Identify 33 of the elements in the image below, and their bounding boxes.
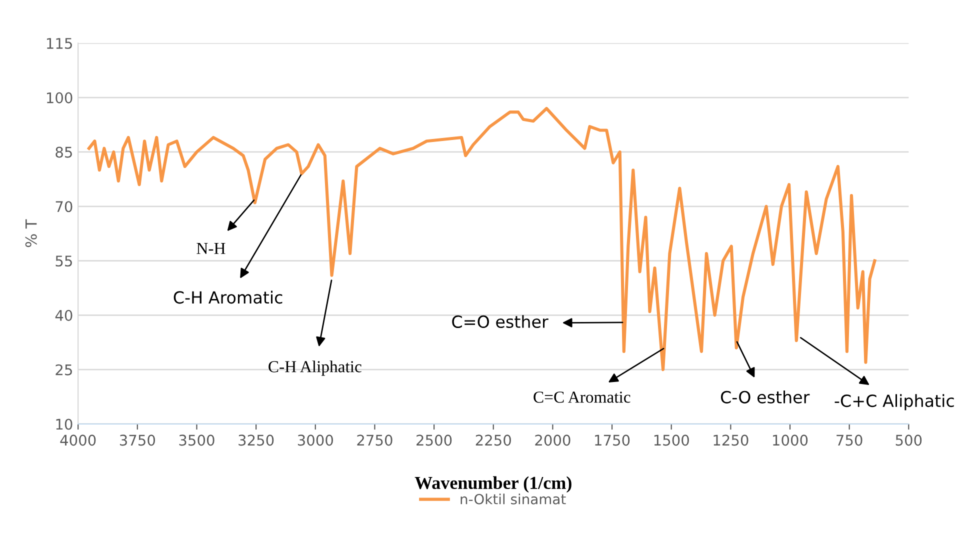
x-tick-label: 1000 — [773, 434, 808, 446]
x-tick-label: 2250 — [476, 434, 511, 446]
x-tick-label: 750 — [836, 434, 862, 446]
y-tick-label: 10 — [56, 418, 72, 430]
legend-label: n-Oktil sinamat — [460, 494, 566, 504]
y-tick-label: 115 — [46, 38, 72, 49]
annotation: -C+C Aliphatic — [834, 394, 954, 410]
x-tick-label: 3750 — [120, 434, 155, 446]
y-tick-label: 25 — [56, 364, 72, 376]
annotation: N-H — [196, 243, 226, 254]
y-tick-label: 55 — [56, 256, 72, 267]
x-tick-label: 1500 — [654, 434, 689, 446]
annotation: C=C Aromatic — [534, 392, 630, 403]
x-tick-label: 2750 — [357, 434, 392, 446]
annotation: C=O esther — [452, 315, 548, 328]
y-tick-label: 40 — [55, 310, 72, 321]
x-tick-label: 500 — [896, 434, 922, 446]
x-tick-label: 4000 — [60, 434, 96, 446]
x-axis-title: Wavenumber (1/cm) — [414, 476, 572, 493]
x-tick-label: 3000 — [298, 434, 333, 446]
y-tick-label: 100 — [46, 92, 72, 104]
annotation: C-H Aromatic — [174, 290, 282, 304]
annotation: C-O esther — [720, 390, 810, 404]
x-tick-label: 3500 — [179, 434, 214, 446]
x-tick-label: 2000 — [535, 434, 570, 446]
y-tick-label: 70 — [56, 201, 72, 212]
x-tick-label: 1750 — [595, 434, 630, 446]
x-tick-label: 1250 — [714, 434, 748, 446]
y-tick-label: 85 — [56, 146, 72, 158]
y-axis-title: % T — [25, 219, 37, 248]
x-tick-label: 3250 — [238, 434, 274, 446]
x-tick-label: 2500 — [416, 434, 452, 446]
annotation: C-H Aliphatic — [268, 360, 362, 376]
